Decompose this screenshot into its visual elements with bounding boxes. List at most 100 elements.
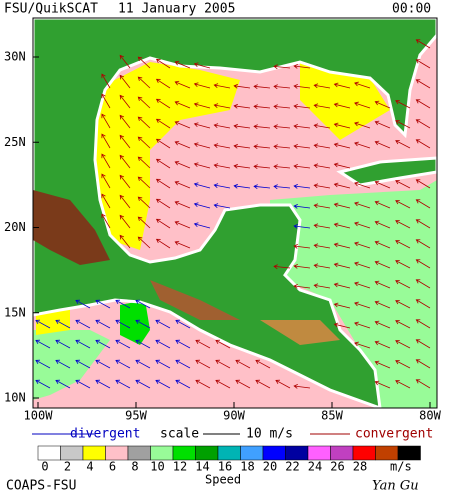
wind-arrow (119, 154, 131, 169)
colorbar-box (285, 445, 309, 461)
wind-arrow (233, 143, 251, 149)
colorbar-box (195, 445, 219, 461)
wind-arrow (75, 359, 91, 369)
wind-arrow (235, 379, 251, 389)
wind-arrow (95, 359, 111, 369)
wind-arrow (395, 119, 411, 129)
wind-arrow (119, 54, 131, 69)
wind-arrow (137, 156, 151, 169)
wind-arrow (213, 203, 231, 209)
wind-arrow (374, 260, 391, 269)
wind-arrow (415, 99, 431, 109)
colorbar-label: 28 (353, 460, 367, 474)
time: 00:00 (392, 2, 431, 17)
colorbar-label: 0 (41, 460, 48, 474)
colorbar-label: 14 (195, 460, 209, 474)
wind-arrow (395, 99, 411, 109)
wind-arrow (273, 64, 291, 70)
wind-arrow (101, 153, 111, 169)
wind-arrow (155, 359, 171, 369)
wind-arrow (213, 143, 231, 149)
wind-arrow (333, 122, 351, 129)
wind-arrow (293, 184, 311, 189)
wind-arrow (193, 222, 211, 229)
wind-arrow (354, 141, 371, 149)
wind-arrow (135, 319, 151, 329)
wind-arrow (155, 319, 171, 329)
source: FSU/QuikSCAT (4, 2, 98, 17)
colorbar-label: 8 (131, 460, 138, 474)
colorbar-label: 22 (285, 460, 299, 474)
wind-arrow (273, 104, 291, 110)
wind-arrow (233, 183, 251, 189)
legend-convergent: convergent (355, 427, 433, 442)
wind-arrow (374, 220, 391, 229)
map-area (33, 18, 437, 408)
wind-arrow (137, 216, 151, 229)
lon-label: 85W (321, 409, 343, 423)
wind-arrow (313, 163, 331, 169)
wind-arrow (395, 279, 411, 289)
wind-arrow (374, 340, 391, 349)
wind-arrow (415, 119, 431, 129)
wind-arrow (135, 359, 151, 369)
wind-arrow (273, 144, 291, 150)
wind-arrow (193, 162, 211, 169)
wind-arrow (313, 83, 331, 89)
wind-arrow (354, 221, 371, 229)
wind-arrow (135, 379, 151, 389)
lon-label: 100W (24, 409, 54, 423)
wind-arrow (193, 102, 211, 109)
lon-label: 95W (125, 409, 147, 423)
wind-arrow (119, 114, 131, 129)
wind-arrow (333, 202, 351, 209)
colorbar-title: Speed (205, 473, 241, 487)
wind-arrow (415, 219, 431, 229)
colorbar-box (217, 445, 241, 461)
lon-label: 90W (223, 409, 245, 423)
wind-arrow (273, 264, 291, 270)
wind-arrow (119, 194, 131, 209)
wind-arrow (415, 299, 431, 309)
wind-arrow (333, 102, 351, 109)
wind-arrow (101, 73, 111, 89)
wind-arrow (333, 222, 351, 229)
wind-arrow (55, 339, 71, 349)
wind-arrow (354, 341, 371, 349)
wind-arrow (193, 142, 211, 149)
wind-arrow (155, 218, 171, 229)
wind-arrow (293, 244, 311, 249)
wind-arrow (213, 83, 231, 89)
wind-arrow (293, 264, 311, 269)
colorbar-box (37, 445, 61, 461)
wind-arrow (155, 98, 171, 109)
lat-label: 30N (4, 50, 26, 64)
wind-arrow (155, 198, 171, 209)
terrain (260, 320, 340, 345)
axes: 30N 25N 20N 15N 10N 100W 95W 90W 85W 80W (4, 50, 442, 423)
wind-arrow (374, 100, 391, 109)
wind-arrow (215, 359, 231, 369)
wind-arrow (233, 83, 251, 89)
wind-arrow (333, 282, 351, 289)
wind-arrow (313, 283, 331, 289)
wind-arrow (101, 133, 111, 149)
wind-arrow (333, 302, 351, 309)
wind-arrow (313, 243, 331, 249)
wind-arrow (115, 339, 131, 349)
wind-arrow (35, 379, 51, 389)
colorbar-box (375, 445, 399, 461)
wind-arrow (354, 181, 371, 189)
lat-label: 25N (4, 135, 26, 149)
wind-arrow (293, 204, 311, 209)
wind-arrow (235, 359, 251, 369)
colorbar-box (330, 445, 354, 461)
wind-arrow (195, 339, 211, 349)
wind-arrow (273, 164, 291, 170)
wind-arrow (313, 103, 331, 109)
wind-vectors (35, 39, 431, 389)
wind-arrow (137, 176, 151, 189)
wind-arrow (415, 79, 431, 89)
wind-arrow (313, 183, 331, 189)
wind-arrow (293, 164, 311, 169)
